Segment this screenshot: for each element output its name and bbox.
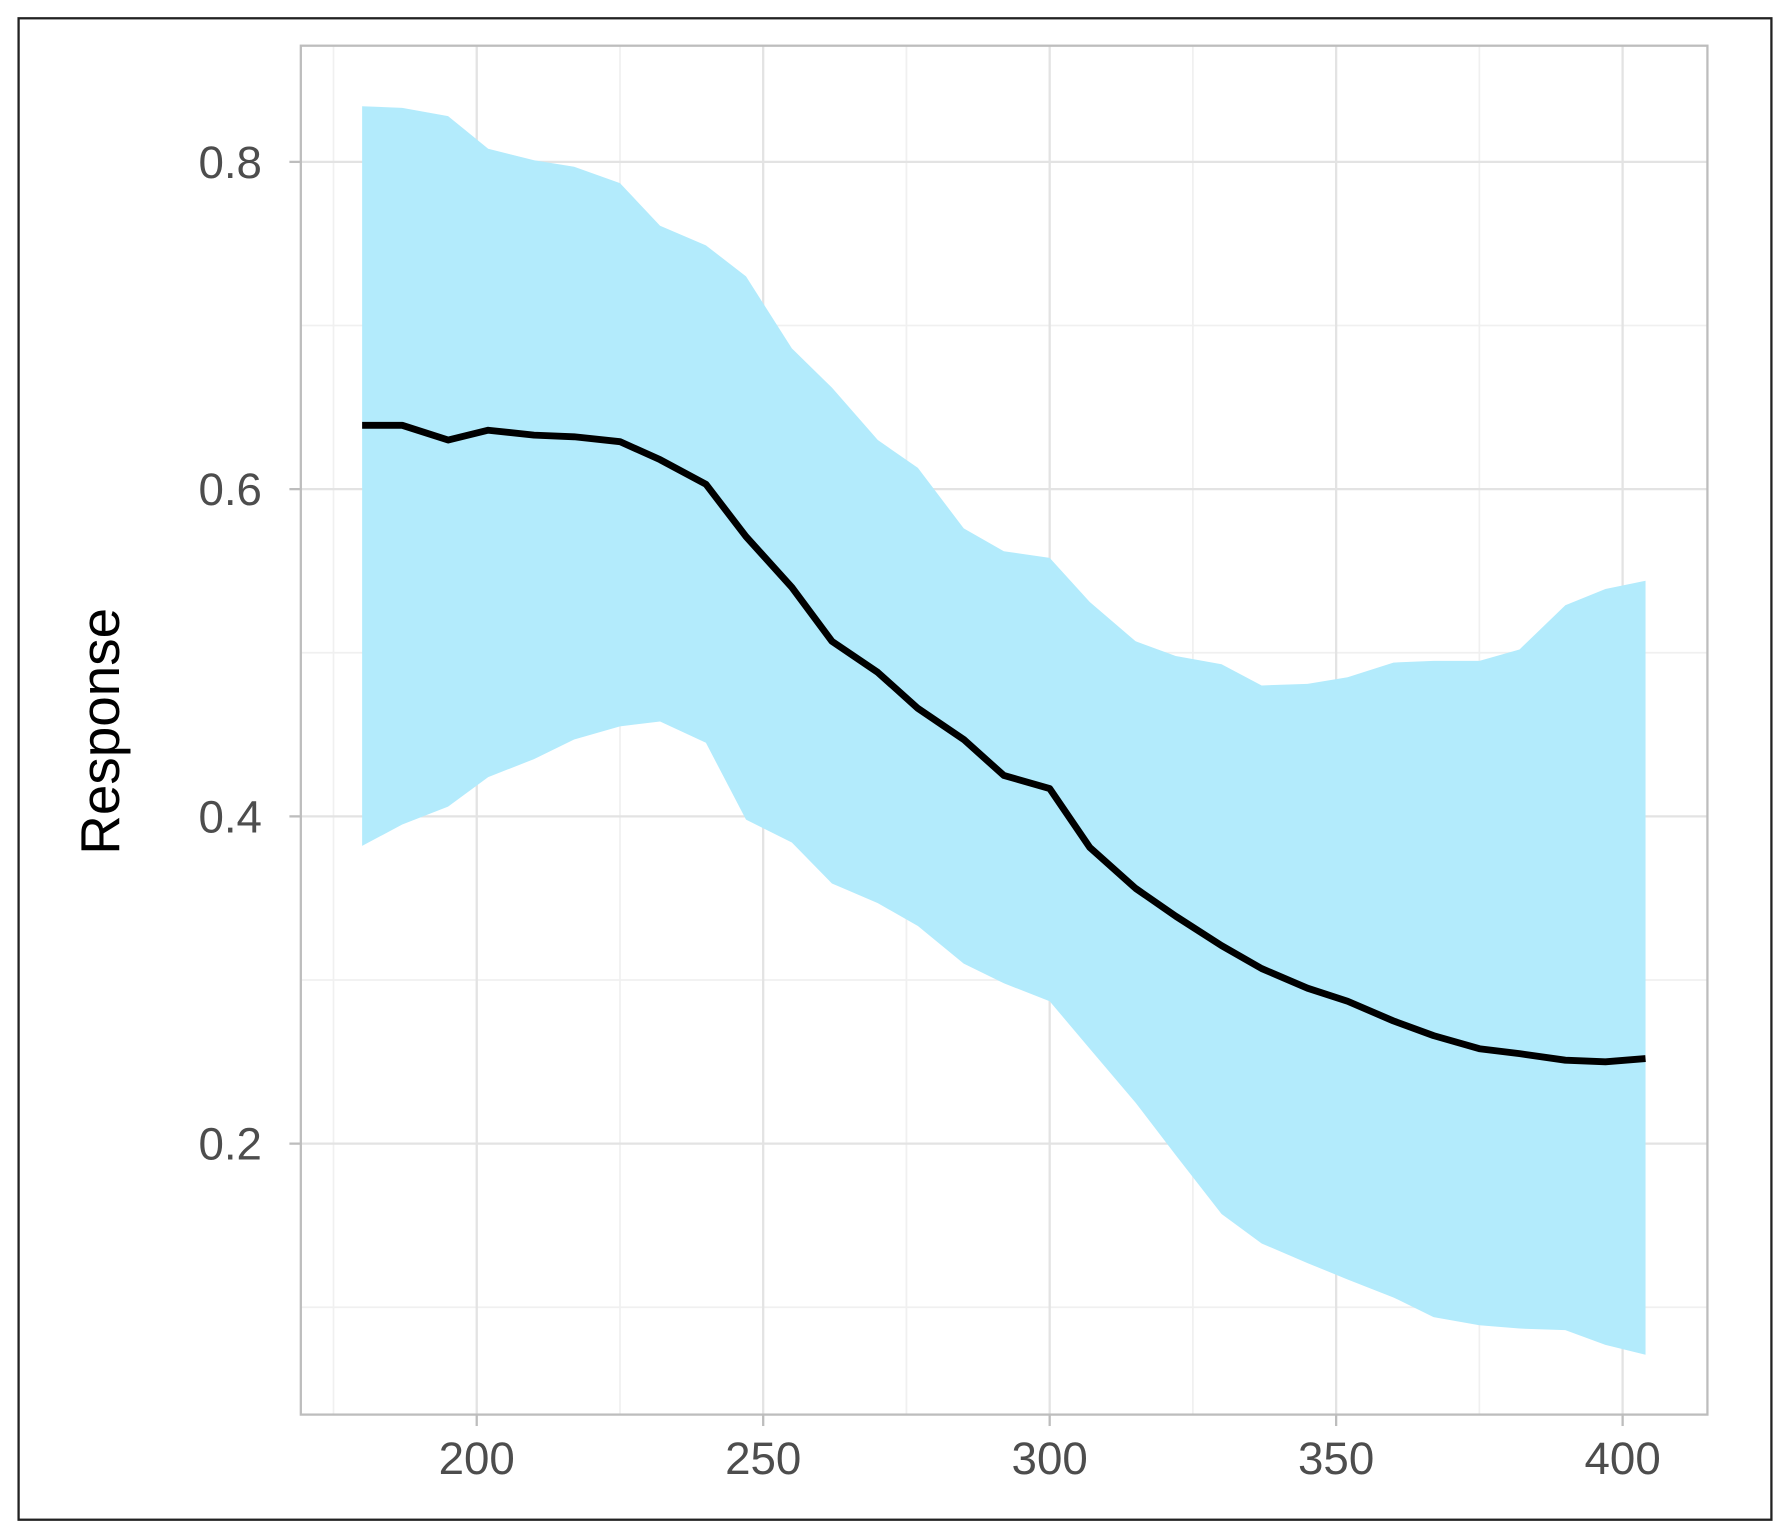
marks: [362, 106, 1646, 1355]
y-axis-label: Response: [69, 608, 131, 855]
y-tick-label: 0.4: [198, 791, 262, 842]
line: [362, 421, 1646, 1066]
panel-border: [299, 44, 1709, 1416]
y-tick-label: 0.6: [198, 464, 262, 515]
y-tick-label: 0.8: [198, 137, 262, 188]
x-tick-label: 200: [439, 1433, 515, 1484]
x-tick-label: 250: [725, 1433, 801, 1484]
x-tick-label: 350: [1298, 1433, 1374, 1484]
x-tick-label: 400: [1585, 1433, 1661, 1484]
confidence-band: [362, 106, 1646, 1355]
y-tick-label: 0.2: [198, 1119, 262, 1170]
x-tick-label: 300: [1012, 1433, 1088, 1484]
